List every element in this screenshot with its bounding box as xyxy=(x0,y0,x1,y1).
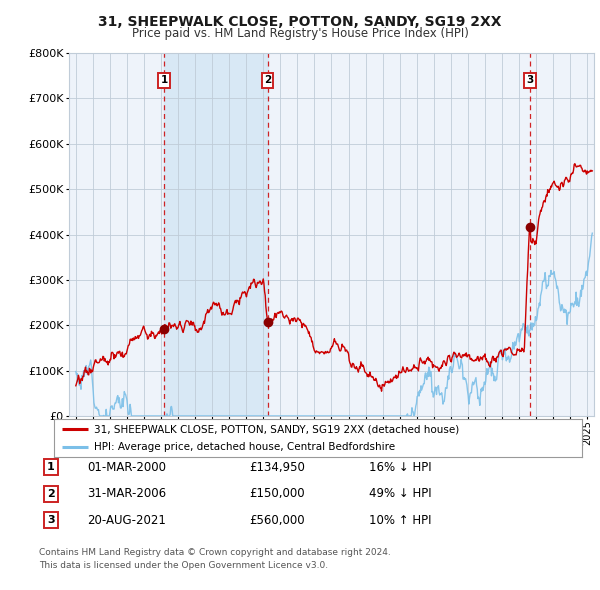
Text: 31, SHEEPWALK CLOSE, POTTON, SANDY, SG19 2XX: 31, SHEEPWALK CLOSE, POTTON, SANDY, SG19… xyxy=(98,15,502,29)
Text: 2: 2 xyxy=(264,76,271,86)
Text: 20-AUG-2021: 20-AUG-2021 xyxy=(87,514,166,527)
Text: 3: 3 xyxy=(47,516,55,525)
Text: £150,000: £150,000 xyxy=(249,487,305,500)
Text: 10% ↑ HPI: 10% ↑ HPI xyxy=(369,514,431,527)
Text: 3: 3 xyxy=(526,76,533,86)
Text: Price paid vs. HM Land Registry's House Price Index (HPI): Price paid vs. HM Land Registry's House … xyxy=(131,27,469,40)
Bar xyxy=(164,53,268,416)
Text: 01-MAR-2000: 01-MAR-2000 xyxy=(87,461,166,474)
Text: 1: 1 xyxy=(160,76,167,86)
Text: 1: 1 xyxy=(47,463,55,472)
Text: 16% ↓ HPI: 16% ↓ HPI xyxy=(369,461,431,474)
Text: This data is licensed under the Open Government Licence v3.0.: This data is licensed under the Open Gov… xyxy=(39,560,328,569)
Text: 31-MAR-2006: 31-MAR-2006 xyxy=(87,487,166,500)
Text: 49% ↓ HPI: 49% ↓ HPI xyxy=(369,487,431,500)
Text: £134,950: £134,950 xyxy=(249,461,305,474)
Text: Contains HM Land Registry data © Crown copyright and database right 2024.: Contains HM Land Registry data © Crown c… xyxy=(39,548,391,556)
Text: 31, SHEEPWALK CLOSE, POTTON, SANDY, SG19 2XX (detached house): 31, SHEEPWALK CLOSE, POTTON, SANDY, SG19… xyxy=(94,424,459,434)
Text: HPI: Average price, detached house, Central Bedfordshire: HPI: Average price, detached house, Cent… xyxy=(94,442,395,452)
Text: £560,000: £560,000 xyxy=(249,514,305,527)
Text: 2: 2 xyxy=(47,489,55,499)
